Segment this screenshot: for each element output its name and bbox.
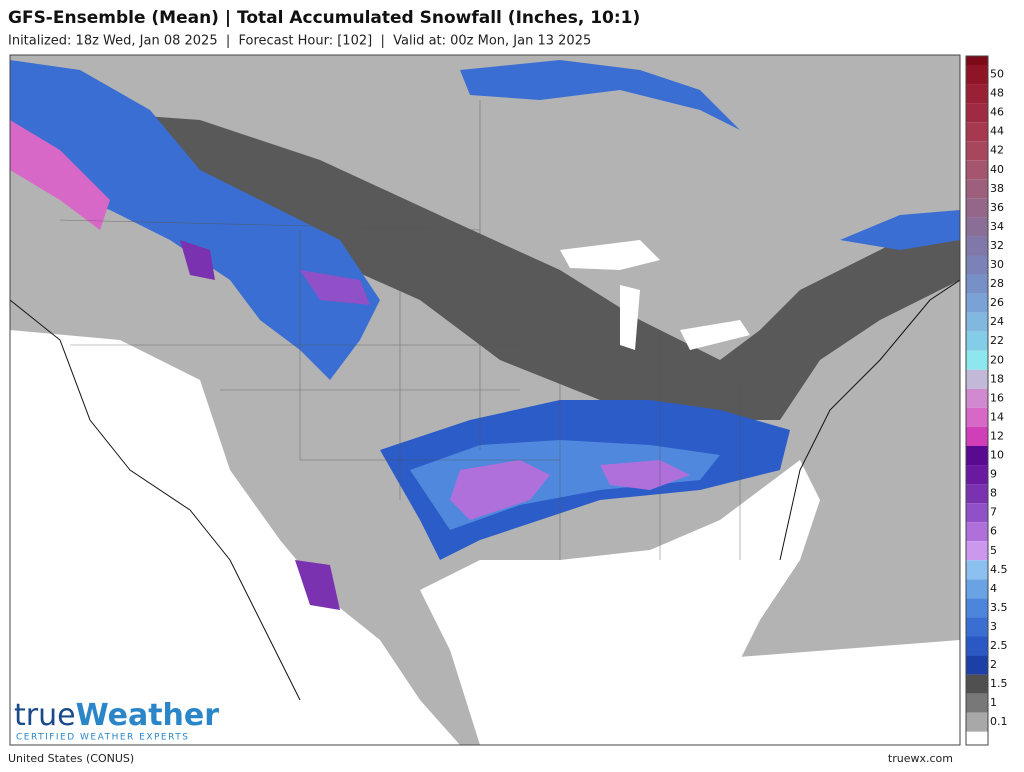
legend-label: 1 xyxy=(990,696,997,709)
legend-label: 24 xyxy=(990,315,1004,328)
legend-swatch xyxy=(966,541,988,561)
legend-label: 46 xyxy=(990,106,1004,119)
logo-tagline: CERTIFIED WEATHER EXPERTS xyxy=(16,733,189,743)
legend-swatch xyxy=(966,388,988,408)
legend-swatch xyxy=(966,598,988,618)
title: GFS-Ensemble (Mean) | Total Accumulated … xyxy=(8,8,640,28)
footer-site: truewx.com xyxy=(888,752,953,765)
legend-swatch xyxy=(966,65,988,85)
legend-label: 3.5 xyxy=(990,601,1008,614)
legend-label: 48 xyxy=(990,87,1004,100)
legend-swatch xyxy=(966,141,988,161)
legend-label: 6 xyxy=(990,525,997,538)
legend-swatch xyxy=(966,236,988,256)
legend-swatch xyxy=(966,122,988,142)
legend-swatch xyxy=(966,369,988,389)
legend-label: 4 xyxy=(990,582,997,595)
legend-swatch xyxy=(966,293,988,313)
legend-label: 40 xyxy=(990,163,1004,176)
legend-swatch xyxy=(966,407,988,427)
logo-part: true xyxy=(14,698,76,733)
logo-part: Weather xyxy=(76,698,220,733)
legend-label: 30 xyxy=(990,258,1004,271)
legend-swatch xyxy=(966,56,988,65)
legend-label: 22 xyxy=(990,334,1004,347)
legend-swatch xyxy=(966,617,988,637)
legend-label: 12 xyxy=(990,429,1004,442)
legend-label: 0.1 xyxy=(990,715,1008,728)
legend-label: 5 xyxy=(990,544,997,557)
legend-swatch xyxy=(966,465,988,485)
legend-label: 1.5 xyxy=(990,677,1008,690)
legend-label: 18 xyxy=(990,372,1004,385)
legend-swatch xyxy=(966,426,988,446)
legend-swatch xyxy=(966,731,988,745)
legend-swatch xyxy=(966,693,988,713)
legend-label: 10 xyxy=(990,449,1004,462)
legend-swatch xyxy=(966,560,988,580)
legend-label: 20 xyxy=(990,353,1004,366)
legend-label: 26 xyxy=(990,296,1004,309)
legend-swatch xyxy=(966,274,988,294)
legend-label: 44 xyxy=(990,125,1004,138)
legend: 5048464442403836343230282624222018161412… xyxy=(965,55,1008,746)
legend-swatch xyxy=(966,655,988,675)
legend-swatch xyxy=(966,217,988,237)
legend-swatch xyxy=(966,350,988,370)
legend-label: 16 xyxy=(990,391,1004,404)
legend-swatch xyxy=(966,636,988,656)
legend-label: 42 xyxy=(990,144,1004,157)
legend-swatch xyxy=(966,522,988,542)
legend-label: 28 xyxy=(990,277,1004,290)
legend-swatch xyxy=(966,84,988,104)
legend-swatch xyxy=(966,255,988,275)
legend-label: 4.5 xyxy=(990,563,1008,576)
legend-swatch xyxy=(966,446,988,466)
legend-label: 8 xyxy=(990,487,997,500)
legend-swatch xyxy=(966,484,988,504)
legend-label: 36 xyxy=(990,201,1004,214)
legend-label: 32 xyxy=(990,239,1004,252)
legend-label: 34 xyxy=(990,220,1004,233)
legend-swatch xyxy=(966,103,988,123)
legend-label: 14 xyxy=(990,410,1004,423)
legend-label: 50 xyxy=(990,68,1004,81)
legend-label: 7 xyxy=(990,506,997,519)
footer-region: United States (CONUS) xyxy=(8,752,134,765)
legend-swatch xyxy=(966,331,988,351)
legend-label: 2 xyxy=(990,658,997,671)
legend-label: 9 xyxy=(990,468,997,481)
legend-swatch xyxy=(966,503,988,523)
legend-frame xyxy=(965,55,989,746)
legend-swatch xyxy=(966,198,988,218)
legend-label: 2.5 xyxy=(990,639,1008,652)
legend-swatch xyxy=(966,160,988,180)
legend-swatch xyxy=(966,712,988,732)
logo: trueWeather xyxy=(14,698,219,733)
legend-label: 3 xyxy=(990,620,997,633)
legend-swatch xyxy=(966,312,988,332)
legend-label: 38 xyxy=(990,182,1004,195)
legend-swatch xyxy=(966,179,988,199)
legend-swatch xyxy=(966,674,988,694)
legend-swatch xyxy=(966,579,988,599)
subtitle: Initalized: 18z Wed, Jan 08 2025 | Forec… xyxy=(8,34,591,49)
map xyxy=(9,54,961,746)
